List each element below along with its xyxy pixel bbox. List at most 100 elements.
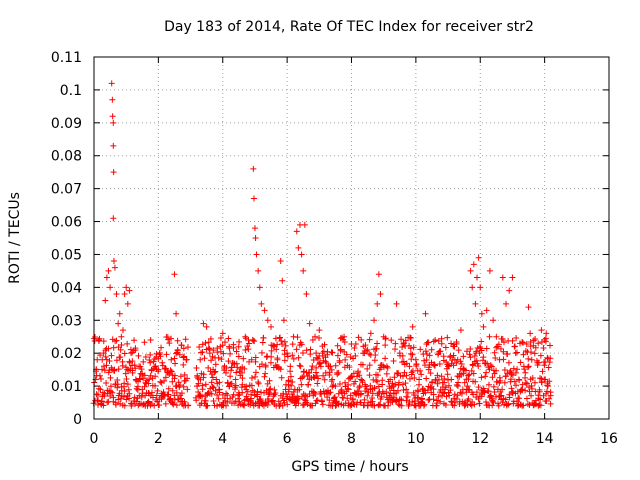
- band-marker: [536, 388, 543, 395]
- band-marker: [314, 372, 321, 379]
- data-point: [322, 369, 329, 376]
- band-marker: [321, 341, 328, 348]
- data-point: [119, 327, 126, 334]
- band-marker: [281, 338, 288, 345]
- band-marker: [511, 378, 518, 385]
- band-marker: [317, 363, 324, 370]
- band-marker: [341, 348, 348, 355]
- band-marker: [117, 395, 124, 402]
- band-marker: [312, 400, 319, 407]
- band-marker: [212, 361, 219, 368]
- data-point: [438, 373, 445, 380]
- band-marker: [482, 373, 489, 380]
- y-tick-label: 0.09: [51, 116, 82, 132]
- data-point: [301, 221, 308, 228]
- band-marker: [217, 334, 224, 341]
- band-marker: [107, 388, 114, 395]
- band-marker: [366, 362, 373, 369]
- band-marker: [470, 391, 477, 398]
- data-point: [531, 379, 538, 386]
- band-marker: [294, 396, 301, 403]
- band-marker: [162, 374, 169, 381]
- data-point: [253, 251, 260, 258]
- plot-border: [93, 56, 610, 420]
- band-marker: [403, 372, 410, 379]
- band-marker: [308, 366, 315, 373]
- band-marker: [285, 377, 292, 384]
- data-point: [109, 96, 116, 103]
- data-point: [338, 389, 345, 396]
- data-point: [216, 386, 223, 393]
- band-marker: [171, 372, 178, 379]
- band-marker: [441, 390, 448, 397]
- band-marker: [207, 335, 214, 342]
- band-marker: [180, 383, 187, 390]
- band-marker: [478, 347, 485, 354]
- data-point: [383, 363, 390, 370]
- band-marker: [287, 373, 294, 380]
- band-marker: [493, 344, 500, 351]
- data-point: [155, 366, 162, 373]
- band-marker: [428, 346, 435, 353]
- band-marker: [374, 372, 381, 379]
- band-marker: [384, 364, 391, 371]
- band-marker: [208, 379, 215, 386]
- band-marker: [199, 341, 206, 348]
- band-marker: [154, 387, 161, 394]
- data-point: [213, 376, 220, 383]
- band-marker: [501, 379, 508, 386]
- band-marker: [239, 375, 246, 382]
- band-marker: [528, 385, 535, 392]
- data-point: [200, 320, 207, 327]
- band-marker: [497, 345, 504, 352]
- band-marker: [482, 398, 489, 405]
- band-marker: [165, 391, 172, 398]
- data-point: [132, 376, 139, 383]
- band-marker: [236, 338, 243, 345]
- band-marker: [495, 402, 502, 409]
- data-point: [229, 360, 236, 367]
- dense-data-band: [90, 333, 554, 409]
- data-point: [210, 366, 217, 373]
- data-point: [390, 383, 397, 390]
- data-point: [277, 258, 284, 265]
- band-marker: [103, 356, 110, 363]
- band-marker: [356, 382, 363, 389]
- band-marker: [367, 382, 374, 389]
- y-tick-labels: 0 0.01 0.02 0.03 0.04 0.05 0.06 0.07 0.08 0.09 0.1…: [51, 50, 82, 428]
- band-marker: [546, 378, 553, 385]
- band-marker: [240, 401, 247, 408]
- band-marker: [454, 392, 461, 399]
- data-point: [128, 350, 135, 357]
- data-point: [110, 169, 117, 176]
- band-marker: [286, 395, 293, 402]
- band-marker: [312, 333, 319, 340]
- band-marker: [537, 375, 544, 382]
- band-marker: [350, 400, 357, 407]
- data-point: [152, 373, 159, 380]
- data-point: [284, 350, 291, 357]
- data-point: [295, 244, 302, 251]
- band-marker: [424, 387, 431, 394]
- y-tick-label: 0.06: [51, 215, 82, 231]
- band-marker: [337, 346, 344, 353]
- data-point: [490, 317, 497, 324]
- band-marker: [220, 350, 227, 357]
- band-marker: [495, 341, 502, 348]
- data-point: [219, 330, 226, 337]
- band-marker: [233, 369, 240, 376]
- band-marker: [113, 337, 120, 344]
- y-tick-label: 0.01: [51, 379, 82, 395]
- data-point: [123, 284, 130, 291]
- band-marker: [513, 382, 520, 389]
- band-marker: [254, 388, 261, 395]
- data-point: [239, 369, 246, 376]
- data-point: [441, 386, 448, 393]
- band-marker: [503, 350, 510, 357]
- band-marker: [377, 401, 384, 408]
- data-point: [298, 251, 305, 258]
- data-point: [375, 271, 382, 278]
- band-marker: [301, 396, 308, 403]
- band-marker: [430, 338, 437, 345]
- band-marker: [442, 344, 449, 351]
